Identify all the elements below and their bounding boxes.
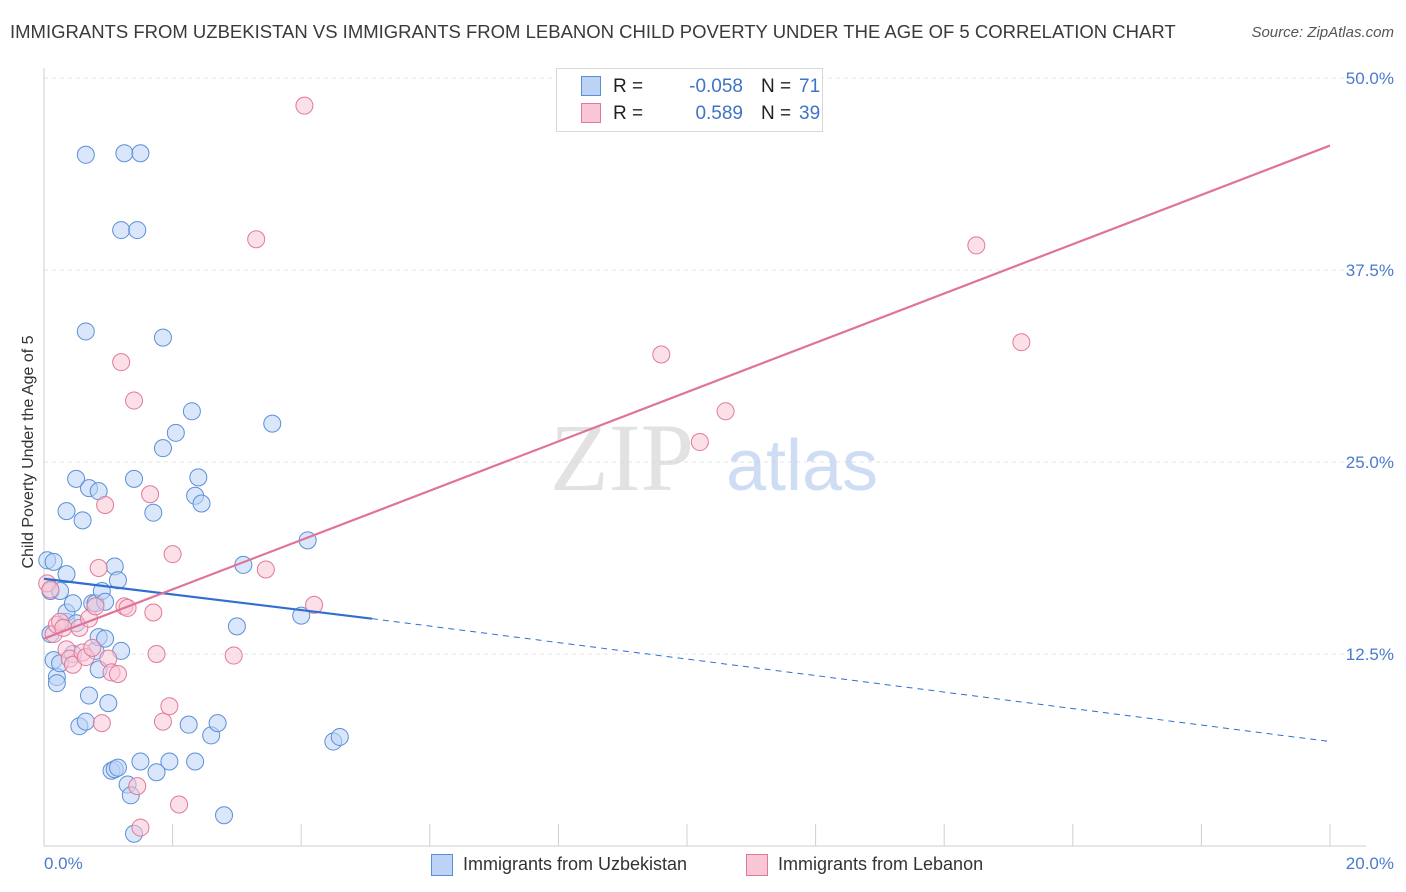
y-tick-label: 50.0%: [1346, 69, 1394, 88]
lebanon-point: [147, 645, 166, 663]
uzbekistan-point: [99, 694, 118, 713]
lebanon-point: [256, 560, 275, 579]
chart-title: IMMIGRANTS FROM UZBEKISTAN VS IMMIGRANTS…: [10, 21, 1176, 42]
uzbekistan-point: [76, 712, 95, 731]
lebanon-point: [96, 496, 115, 515]
uzbekistan-point: [227, 617, 246, 636]
r-label: R =: [613, 103, 644, 124]
uzbekistan-point: [76, 145, 95, 164]
lebanon-point: [967, 236, 986, 255]
x-tick-label: 20.0%: [1346, 854, 1394, 873]
n-value: 39: [799, 103, 821, 124]
uzbekistan-point: [47, 674, 66, 693]
n-value: 71: [799, 76, 821, 97]
chart-source: Source: ZipAtlas.com: [1251, 24, 1394, 41]
lebanon-point: [224, 646, 243, 665]
lebanon-point: [128, 777, 147, 796]
uzbekistan-point: [147, 763, 166, 782]
lebanon-point: [92, 714, 111, 733]
x-tick-label: 0.0%: [44, 854, 83, 873]
lebanon-point: [652, 345, 671, 364]
lebanon-point: [131, 818, 150, 837]
watermark-atlas: atlas: [726, 426, 878, 506]
r-value: -0.058: [689, 76, 743, 97]
lebanon-point: [163, 545, 182, 564]
lebanon-point: [112, 353, 131, 372]
stats-swatch-lebanon: [581, 103, 601, 123]
trend-lines: [43, 144, 1331, 743]
lebanon-point: [125, 391, 144, 410]
lebanon-trend-line: [43, 144, 1331, 640]
n-label: N =: [761, 76, 792, 97]
uzbekistan-point: [192, 494, 211, 513]
uzbekistan-point: [44, 552, 63, 571]
watermark-zip: ZIP: [550, 404, 694, 511]
legend-label-uzbekistan: Immigrants from Uzbekistan: [463, 854, 688, 874]
uzbekistan-point: [189, 468, 208, 487]
uzbekistan-point: [96, 629, 115, 648]
lebanon-point: [108, 664, 127, 683]
uzbekistan-point: [115, 144, 134, 163]
watermark: ZIP atlas: [550, 404, 878, 511]
uzbekistan-point: [128, 221, 147, 240]
y-tick-label: 37.5%: [1346, 261, 1394, 280]
uzbekistan-point: [160, 752, 179, 771]
r-label: R =: [613, 76, 644, 97]
uzbekistan-point: [144, 503, 163, 522]
uzbekistan-point: [131, 144, 150, 163]
lebanon-point: [160, 697, 179, 716]
legend-swatch-lebanon: [746, 854, 768, 876]
uzbekistan-point: [215, 806, 234, 825]
lebanon-point: [118, 598, 137, 617]
legend-swatch-uzbekistan: [431, 854, 453, 876]
tick-labels: 12.5% 25.0% 37.5% 50.0% 0.0% 20.0%: [44, 69, 1394, 873]
lebanon-point: [690, 433, 709, 452]
uzbekistan-point: [57, 565, 76, 584]
uzbekistan-point: [182, 402, 201, 421]
lebanon-point: [144, 603, 163, 622]
lebanon-point: [153, 712, 172, 731]
uzbekistan-point: [73, 511, 92, 530]
uzbekistan-point: [186, 752, 205, 771]
lebanon-point: [141, 485, 160, 504]
uzbekistan-point: [80, 686, 99, 705]
uzbekistan-point: [125, 469, 144, 488]
uzbekistan-point: [263, 414, 282, 433]
lebanon-point: [89, 558, 108, 577]
uzbekistan-point: [330, 727, 349, 746]
uzbekistan-point: [112, 221, 131, 240]
lebanon-point: [716, 402, 735, 421]
lebanon-point: [1012, 333, 1031, 352]
uzbekistan-point: [208, 714, 227, 733]
uzbekistan-point: [67, 469, 86, 488]
data-points: [38, 96, 1031, 843]
uzbekistan-point: [57, 502, 76, 521]
lebanon-point: [305, 595, 324, 614]
uzbekistan-point: [63, 594, 82, 613]
uzbekistan-point: [76, 322, 95, 341]
uzbekistan-trend-line-extension: [371, 618, 1331, 743]
y-tick-label: 25.0%: [1346, 453, 1394, 472]
axes: [43, 68, 1366, 847]
y-tick-label: 12.5%: [1346, 645, 1394, 664]
lebanon-point: [86, 597, 105, 616]
uzbekistan-point: [108, 758, 127, 777]
r-value: 0.589: [695, 103, 743, 124]
lebanon-point: [247, 230, 266, 249]
lebanon-point: [41, 580, 60, 599]
lebanon-point: [295, 96, 314, 115]
lebanon-point: [170, 795, 189, 814]
uzbekistan-point: [153, 439, 172, 458]
uzbekistan-point: [131, 752, 150, 771]
stats-legend-box: R = -0.058 N = 71 R = 0.589 N = 39: [556, 68, 823, 132]
legend-label-lebanon: Immigrants from Lebanon: [778, 854, 984, 874]
uzbekistan-trend-line: [43, 577, 373, 620]
uzbekistan-point: [153, 328, 172, 347]
lebanon-point: [83, 638, 102, 657]
uzbekistan-point: [166, 423, 185, 442]
stats-swatch-uzbekistan: [581, 76, 601, 96]
uzbekistan-point: [179, 715, 198, 734]
n-label: N =: [761, 103, 792, 124]
